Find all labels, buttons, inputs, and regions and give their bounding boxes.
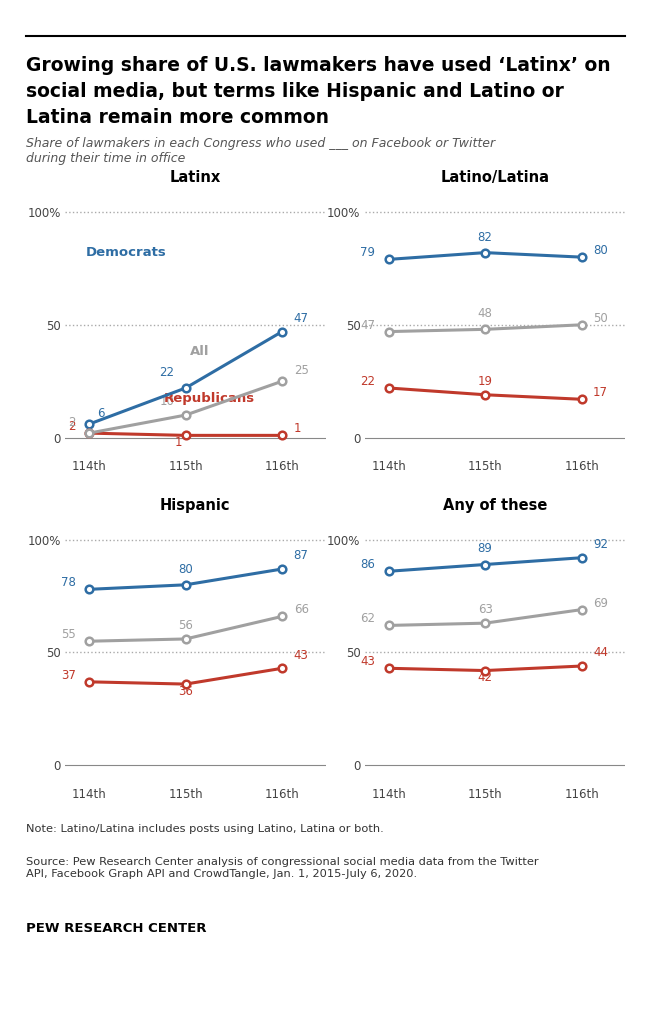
- Text: 78: 78: [61, 577, 76, 590]
- Text: 37: 37: [61, 669, 76, 682]
- Title: Any of these: Any of these: [443, 498, 547, 513]
- Text: 22: 22: [360, 375, 375, 388]
- Text: 87: 87: [294, 549, 309, 562]
- Text: 1: 1: [294, 422, 301, 435]
- Text: 10: 10: [159, 395, 174, 409]
- Title: Latinx: Latinx: [170, 170, 221, 185]
- Text: 43: 43: [360, 655, 375, 669]
- Text: 43: 43: [294, 648, 309, 662]
- Text: 44: 44: [593, 646, 608, 659]
- Text: 6: 6: [97, 407, 104, 420]
- Text: 80: 80: [178, 563, 193, 575]
- Text: 69: 69: [593, 597, 608, 609]
- Text: 89: 89: [478, 543, 493, 555]
- Text: 48: 48: [478, 307, 493, 321]
- Text: 79: 79: [360, 247, 375, 259]
- Text: Note: Latino/Latina includes posts using Latino, Latina or both.: Note: Latino/Latina includes posts using…: [26, 824, 384, 835]
- Text: 63: 63: [478, 603, 493, 616]
- Text: Latina remain more common: Latina remain more common: [26, 108, 329, 127]
- Text: Republicans: Republicans: [164, 392, 255, 406]
- Text: PEW RESEARCH CENTER: PEW RESEARCH CENTER: [26, 922, 206, 935]
- Text: 56: 56: [178, 620, 193, 632]
- Text: Growing share of U.S. lawmakers have used ‘Latinx’ on: Growing share of U.S. lawmakers have use…: [26, 56, 611, 76]
- Text: 50: 50: [593, 312, 608, 325]
- Title: Hispanic: Hispanic: [160, 498, 230, 513]
- Text: 1: 1: [174, 436, 182, 449]
- Text: 82: 82: [478, 230, 493, 244]
- Text: Source: Pew Research Center analysis of congressional social media data from the: Source: Pew Research Center analysis of …: [26, 857, 538, 879]
- Text: All: All: [190, 344, 210, 357]
- Text: 17: 17: [593, 386, 608, 399]
- Text: 42: 42: [478, 671, 493, 684]
- Title: Latino/Latina: Latino/Latina: [440, 170, 549, 185]
- Text: Share of lawmakers in each Congress who used ___ on Facebook or Twitter
during t: Share of lawmakers in each Congress who …: [26, 137, 495, 165]
- Text: 66: 66: [294, 603, 309, 616]
- Text: 2: 2: [68, 416, 76, 429]
- Text: 47: 47: [360, 318, 375, 332]
- Text: 86: 86: [360, 558, 375, 571]
- Text: 36: 36: [178, 685, 193, 697]
- Text: 62: 62: [360, 612, 375, 626]
- Text: social media, but terms like Hispanic and Latino or: social media, but terms like Hispanic an…: [26, 82, 564, 101]
- Text: 19: 19: [478, 375, 493, 388]
- Text: 47: 47: [294, 312, 309, 325]
- Text: 80: 80: [593, 244, 608, 257]
- Text: 92: 92: [593, 538, 608, 551]
- Text: Democrats: Democrats: [86, 246, 167, 259]
- Text: 22: 22: [159, 366, 174, 379]
- Text: 55: 55: [61, 628, 76, 641]
- Text: 2: 2: [68, 420, 76, 433]
- Text: 25: 25: [294, 364, 309, 377]
